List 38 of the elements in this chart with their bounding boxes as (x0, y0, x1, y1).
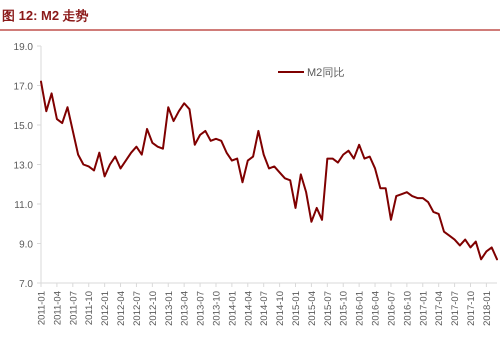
x-tick-label: 2015-04 (306, 291, 318, 326)
x-tick-label: 2013-01 (164, 291, 175, 326)
x-tick-label: 2016-04 (370, 291, 382, 326)
x-tick-label: 2014-10 (275, 291, 286, 326)
x-tick-label: 2012-01 (100, 291, 112, 326)
x-tick-label: 2012-04 (116, 291, 128, 326)
x-tick-label: 2014-01 (227, 291, 238, 326)
x-tick-label: 2016-10 (402, 291, 414, 326)
x-tick-label: 2015-07 (322, 291, 334, 326)
x-tick-label: 2014-04 (243, 291, 254, 326)
y-tick-label: 15.0 (14, 121, 34, 132)
y-tick-label: 17.0 (14, 82, 34, 92)
x-tick-label: 2015-01 (291, 291, 302, 326)
x-tick-label: 2017-07 (450, 291, 462, 326)
title: 图 12: M2 走势 (2, 8, 89, 23)
y-tick-label: 19.0 (14, 42, 34, 53)
x-tick-label: 2014-07 (259, 291, 270, 326)
y-tick-label: 13.0 (14, 160, 34, 172)
x-tick-label: 2011-07 (68, 291, 80, 326)
x-tick-label: 2013-04 (180, 291, 191, 326)
x-tick-label: 2012-10 (148, 291, 159, 326)
x-tick-label: 2015-10 (338, 291, 350, 326)
x-tick-label: 2011-04 (52, 291, 64, 326)
x-tick-label: 2016-07 (386, 291, 398, 326)
x-tick-label: 2013-07 (196, 291, 207, 326)
y-tick-label: 9.0 (19, 240, 34, 250)
x-tick-label: 2011-01 (36, 291, 48, 326)
x-tick-label: 2017-04 (434, 291, 446, 326)
x-tick-label: 2018-01 (482, 291, 493, 326)
y-tick-label: 7.0 (19, 279, 34, 290)
x-tick-label: 2017-01 (418, 291, 430, 326)
legend-label: M2同比 (307, 66, 344, 79)
x-tick-label: 2013-10 (211, 291, 222, 326)
y-tick-label: 11.0 (14, 200, 34, 211)
x-tick-label: 2017-10 (466, 291, 477, 326)
x-tick-label: 2011-10 (84, 291, 96, 326)
x-tick-label: 2012-07 (132, 291, 143, 326)
x-tick-label: 2016-01 (354, 291, 366, 326)
